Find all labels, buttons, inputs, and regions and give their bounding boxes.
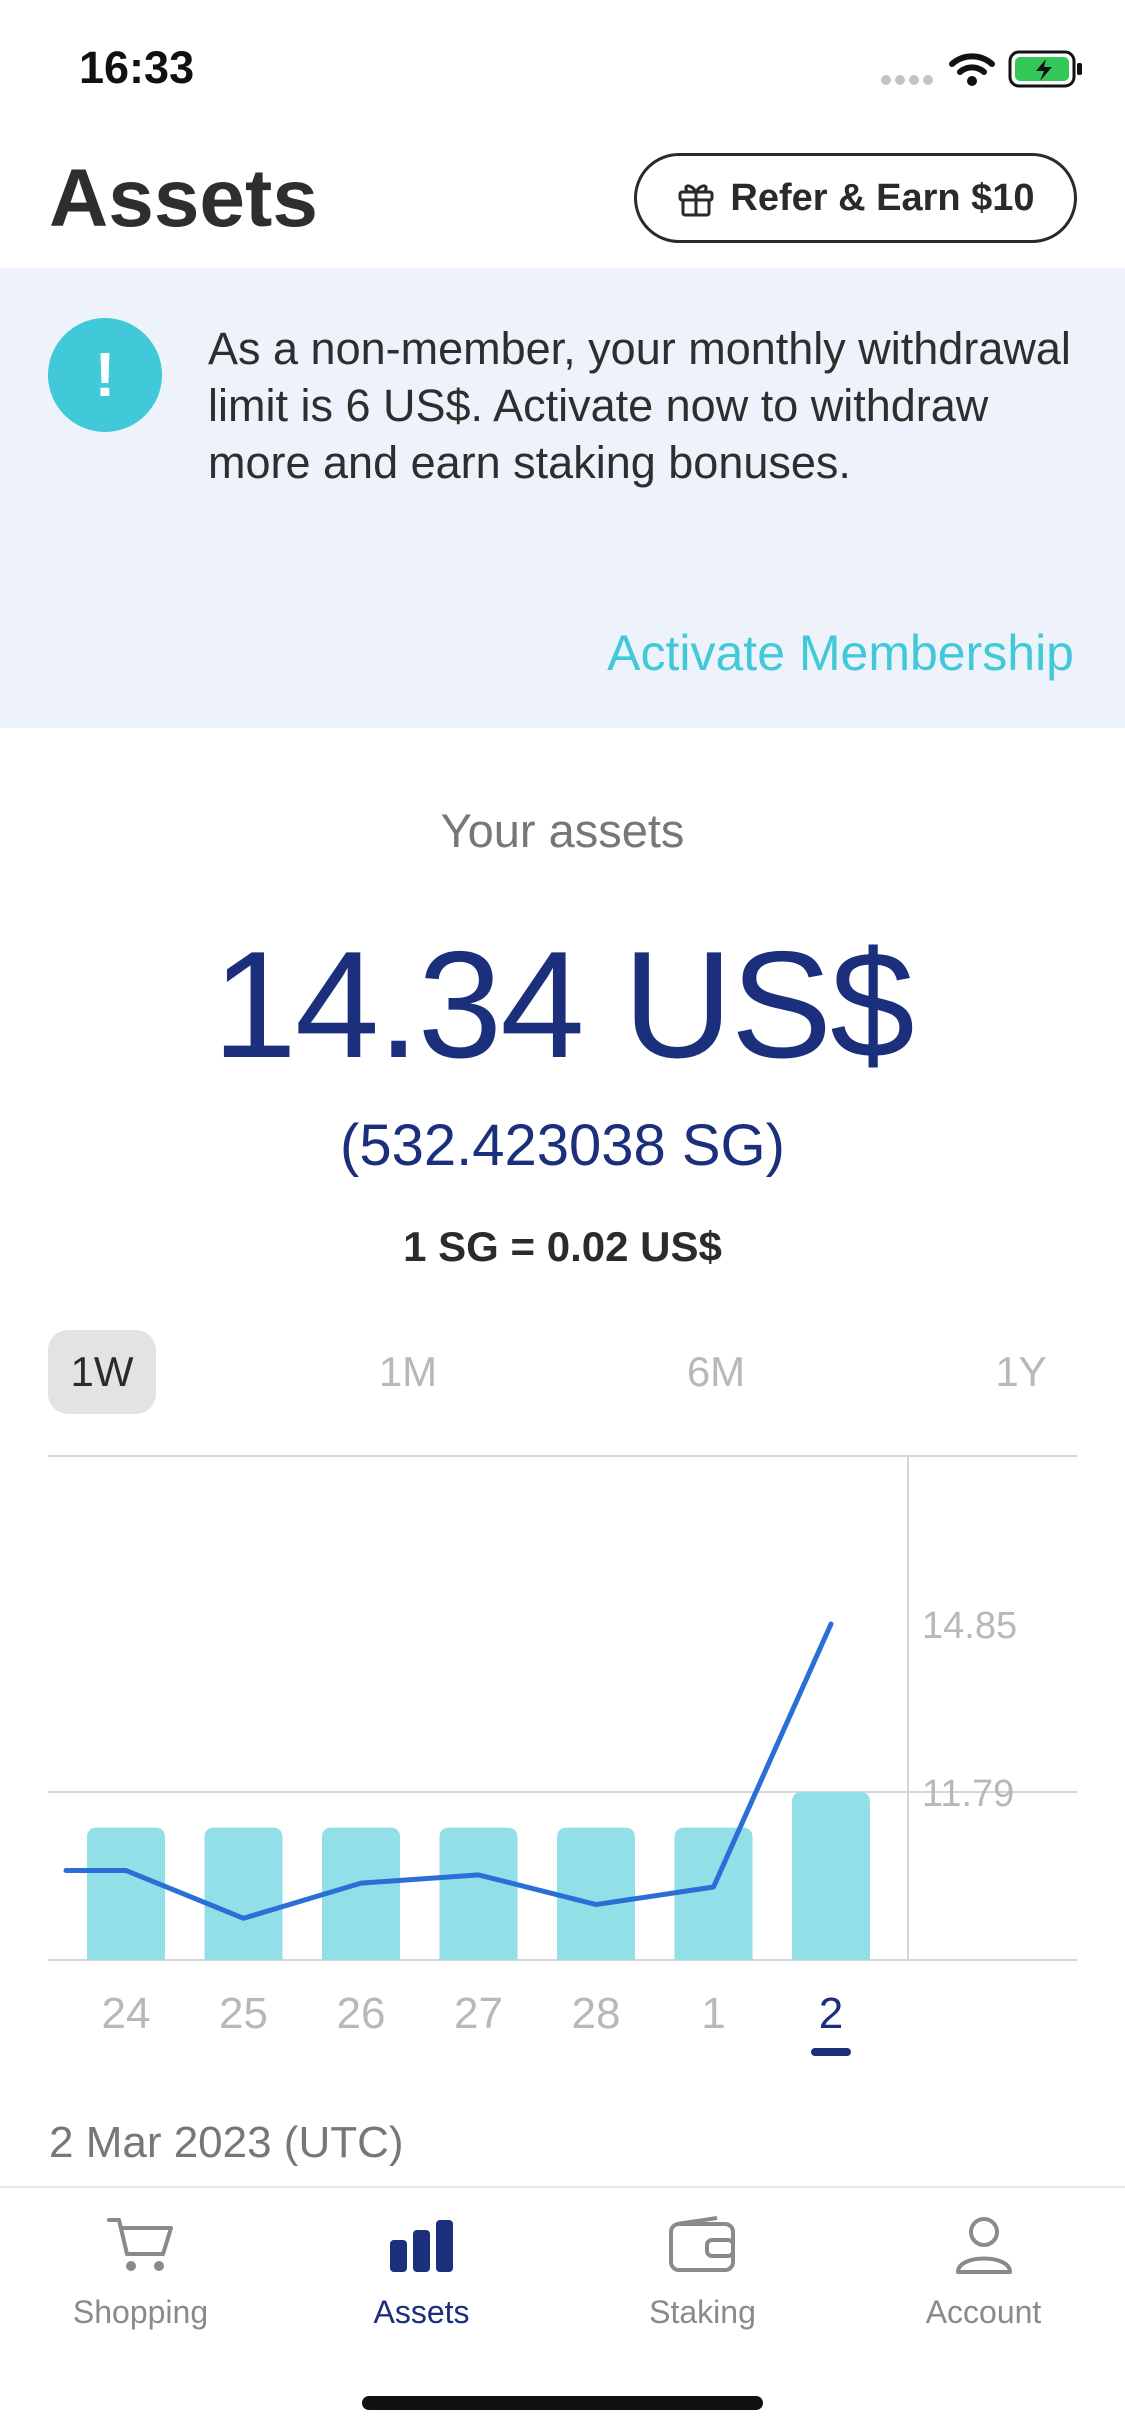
refer-earn-label: Refer & Earn $10 bbox=[730, 176, 1035, 219]
cart-icon bbox=[106, 2218, 173, 2271]
membership-banner bbox=[0, 268, 1125, 728]
banner-message: As a non-member, your monthly withdrawal… bbox=[208, 323, 1071, 488]
bar-chart-icon bbox=[389, 2220, 453, 2272]
nav-label-assets: Assets bbox=[373, 2294, 470, 2330]
nav-assets[interactable]: Assets bbox=[281, 2214, 562, 2334]
nav-label-account: Account bbox=[925, 2294, 1042, 2330]
x-tick-label: 1 bbox=[701, 1989, 725, 2038]
chart-bar bbox=[557, 1827, 635, 1960]
nav-account[interactable]: Account bbox=[843, 2214, 1124, 2334]
exchange-rate: 1 SG = 0.02 US$ bbox=[403, 1223, 722, 1270]
chart-bar bbox=[87, 1827, 165, 1960]
x-tick-label: 26 bbox=[337, 1989, 386, 2038]
assets-label: Your assets bbox=[440, 804, 685, 857]
assets-chart[interactable]: 14.85 11.79 24 25 26 27 28 1 2 bbox=[0, 1440, 1125, 2070]
person-icon bbox=[955, 2217, 1012, 2274]
wifi-icon bbox=[949, 53, 995, 86]
range-tab-1m[interactable]: 1M bbox=[378, 1348, 438, 1395]
gift-icon bbox=[678, 184, 714, 217]
range-tab-6m[interactable]: 6M bbox=[686, 1348, 746, 1395]
nav-staking[interactable]: Staking bbox=[562, 2214, 843, 2334]
alert-icon: ! bbox=[48, 318, 162, 432]
activate-membership-link[interactable]: Activate Membership bbox=[607, 625, 1074, 681]
refer-earn-button[interactable]: Refer & Earn $10 bbox=[634, 153, 1077, 243]
x-tick-label: 24 bbox=[102, 1989, 151, 2038]
nav-label-staking: Staking bbox=[649, 2294, 756, 2330]
range-tab-1y[interactable]: 1Y bbox=[995, 1348, 1047, 1395]
x-tick-label: 28 bbox=[572, 1989, 621, 2038]
chart-bar bbox=[792, 1792, 870, 1960]
nav-label-shopping: Shopping bbox=[72, 2294, 209, 2330]
assets-amount: 14.34 US$ bbox=[212, 920, 914, 1090]
y-tick-label: 11.79 bbox=[922, 1773, 1014, 1815]
chart-bar bbox=[322, 1827, 400, 1960]
selected-date: 2 Mar 2023 (UTC) bbox=[49, 2118, 404, 2167]
range-tab-1w[interactable]: 1W bbox=[48, 1330, 156, 1414]
y-tick-label: 14.85 bbox=[922, 1605, 1017, 1647]
battery-icon bbox=[1008, 50, 1082, 88]
assets-sg-amount: (532.423038 SG) bbox=[340, 1113, 785, 1178]
bottom-nav: Shopping Assets Staking Account bbox=[0, 2186, 1125, 2436]
home-indicator bbox=[362, 2396, 763, 2410]
x-tick-label: 25 bbox=[219, 1989, 268, 2038]
chart-bar bbox=[439, 1827, 518, 1960]
selected-day-indicator bbox=[811, 2048, 851, 2056]
cellular-signal-icon bbox=[881, 75, 933, 85]
status-bar: 16:33 bbox=[0, 0, 1125, 135]
chart-bar bbox=[674, 1827, 753, 1960]
x-tick-label: 2 bbox=[819, 1989, 843, 2038]
status-time: 16:33 bbox=[79, 42, 195, 93]
chart-bar bbox=[204, 1827, 283, 1960]
page-title: Assets bbox=[49, 153, 318, 244]
x-tick-label: 27 bbox=[454, 1989, 503, 2038]
nav-shopping[interactable]: Shopping bbox=[0, 2214, 281, 2334]
chart-line bbox=[63, 1621, 834, 1921]
wallet-icon bbox=[668, 2216, 735, 2272]
